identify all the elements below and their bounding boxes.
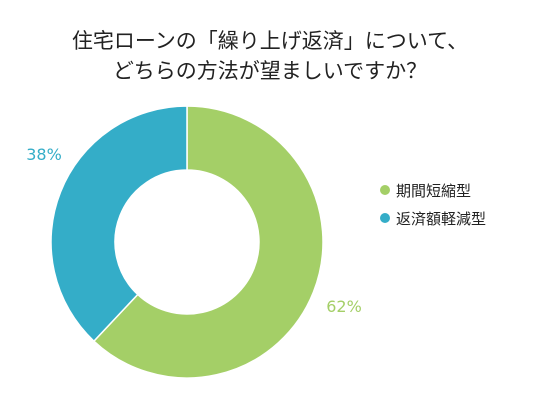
legend-item-period-shortening: 期間短縮型 [380, 176, 486, 204]
chart-title-line-1: 住宅ローンの「繰り上げ返済」について、 [71, 29, 469, 53]
legend-label-period-shortening: 期間短縮型 [396, 181, 472, 200]
data-label-payment-reduction: 38% [26, 145, 62, 164]
slice-period-shortening [92, 105, 324, 379]
legend-label-payment-reduction: 返済額軽減型 [396, 209, 487, 228]
legend-marker-period-shortening [380, 185, 390, 195]
chart-title-line-2: どちらの方法が望ましいですか？ [112, 59, 428, 83]
legend-marker-payment-reduction [380, 213, 390, 223]
legend: 期間短縮型 返済額軽減型 [380, 176, 486, 232]
legend-item-payment-reduction: 返済額軽減型 [380, 204, 486, 232]
data-label-period-shortening: 62% [326, 297, 362, 316]
chart-title: 住宅ローンの「繰り上げ返済」について、 どちらの方法が望ましいですか？ [0, 26, 540, 86]
slice-payment-reduction [50, 105, 188, 343]
